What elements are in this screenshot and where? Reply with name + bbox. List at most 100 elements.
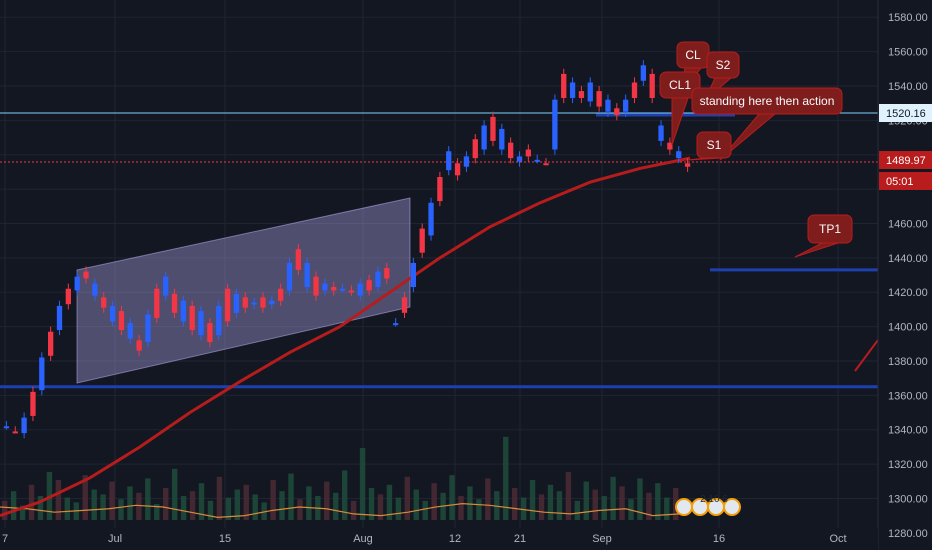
volume-bar: [458, 496, 464, 520]
candles: [3, 60, 691, 439]
candle-body: [109, 305, 116, 322]
candle-body: [596, 91, 602, 107]
volume-bar: [64, 497, 70, 520]
candle-body: [499, 128, 505, 150]
volume-bar: [547, 484, 554, 520]
candle-body: [561, 73, 567, 98]
volume-bar: [19, 505, 26, 520]
candle-body: [251, 302, 257, 305]
candle-body: [472, 139, 478, 159]
y-tick-label: 1540.00: [888, 81, 928, 93]
candle-body: [39, 357, 45, 391]
volume-bar: [207, 500, 214, 520]
current-price-tag-bg: [879, 151, 932, 169]
volume-bar: [136, 492, 142, 520]
candle-body: [366, 280, 372, 291]
candle-body: [667, 142, 673, 150]
candle-body: [375, 271, 381, 288]
volume-bar: [350, 500, 357, 520]
candle-body: [384, 268, 390, 279]
volume-bar: [297, 499, 303, 520]
candle-body: [269, 300, 275, 305]
volume-bar: [601, 496, 607, 520]
volume-bar: [342, 470, 348, 520]
x-tick-label: 21: [514, 533, 526, 545]
volume-bar: [10, 491, 17, 520]
y-tick-label: 1300.00: [888, 493, 928, 505]
volume-bar: [413, 489, 419, 520]
x-tick-label: 15: [219, 533, 231, 545]
candle-body: [198, 311, 204, 336]
volume-bar: [145, 478, 151, 520]
time-axis: [0, 528, 878, 550]
volume-bar: [82, 475, 88, 520]
candle-body: [163, 276, 169, 296]
callout-s1-box[interactable]: [696, 131, 732, 159]
candle-body: [145, 314, 151, 343]
candle-body: [48, 331, 54, 356]
flag-badges[interactable]: 2 10 6: [675, 494, 741, 516]
callout-cl1-label: CL1: [669, 78, 691, 92]
volume-bar: [503, 436, 509, 520]
y-tick-label: 1380.00: [888, 356, 928, 368]
callout-s2-box[interactable]: [706, 51, 740, 79]
volume-bar: [55, 480, 62, 520]
callout-tp1-pointer: [794, 242, 839, 258]
volume-bar: [234, 489, 240, 520]
candle-body: [216, 305, 222, 336]
volume-bar: [538, 494, 545, 520]
candle-body: [543, 163, 549, 166]
y-tick-label: 1560.00: [888, 47, 928, 59]
volume-bar: [520, 497, 527, 520]
candle-body: [658, 125, 664, 141]
candle-body: [684, 163, 691, 167]
y-tick-label: 1460.00: [888, 218, 928, 230]
candle-body: [260, 297, 266, 308]
volume-bar: [243, 484, 249, 520]
candle-body: [180, 300, 186, 322]
callout-cl-label: CL: [685, 48, 701, 62]
candle-body: [446, 151, 452, 171]
y-tick-label: 1580.00: [888, 12, 928, 24]
candle-body: [649, 73, 655, 98]
price-axis: [878, 0, 932, 550]
volume-bar: [154, 504, 160, 520]
countdown-tag: 05:01: [886, 176, 914, 188]
candle-body: [127, 323, 133, 339]
volume-bar: [485, 478, 491, 520]
volume-bar: [377, 494, 384, 520]
volume-bar: [431, 483, 437, 520]
candle-body: [525, 149, 531, 157]
volume-bar: [556, 491, 563, 520]
candle-body: [490, 116, 496, 141]
candle-body: [286, 262, 293, 291]
candle-body: [171, 293, 178, 313]
candle-body: [12, 431, 18, 434]
candle-body: [401, 297, 408, 313]
candle-body: [631, 82, 638, 98]
callout-note-box[interactable]: [691, 87, 843, 115]
callout-tp1-box[interactable]: [807, 214, 853, 244]
volume-bar: [476, 499, 482, 520]
volume-bar: [279, 491, 285, 520]
y-tick-label: 1360.00: [888, 390, 928, 402]
annotations[interactable]: CL S2 CL1 standing here then action S1 TP1 2 1…: [659, 41, 879, 516]
volume-bar: [163, 488, 169, 520]
candle-body: [676, 151, 682, 159]
callout-note-pointer: [719, 113, 776, 161]
volume-bar: [172, 468, 178, 520]
candle-body: [136, 340, 142, 351]
candle-body: [92, 283, 98, 296]
candle-body: [189, 305, 195, 330]
candle-body: [331, 287, 337, 291]
volume-bar: [288, 473, 294, 520]
candle-body: [339, 288, 346, 291]
candle-body: [428, 202, 434, 236]
volume-bar: [664, 497, 670, 520]
candle-body: [56, 305, 63, 330]
candle-body: [578, 91, 585, 98]
volume-bar: [449, 475, 455, 520]
countdown-tag-bg: [879, 172, 932, 190]
callout-cl1-box[interactable]: [659, 71, 701, 99]
